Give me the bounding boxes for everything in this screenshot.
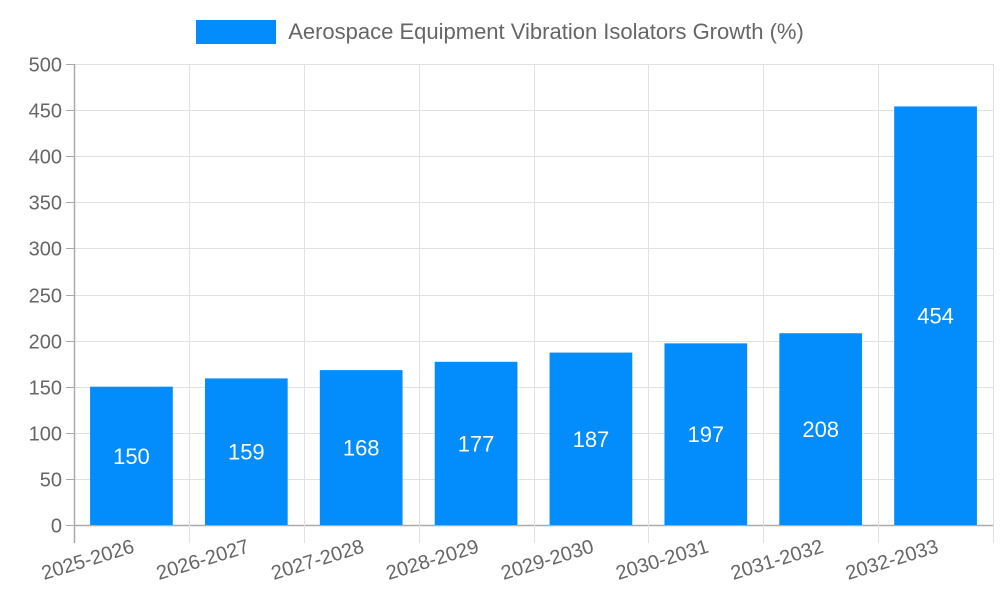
bars: 150 159 168 177 187 197 208 454 (90, 106, 977, 526)
y-tick-label: 450 (29, 101, 62, 123)
y-tick-label: 0 (51, 516, 62, 538)
x-tick-label: 2029-2030 (498, 536, 596, 585)
bar-value-label: 208 (802, 417, 839, 442)
y-tick-label: 100 (29, 424, 62, 446)
y-tick-label: 200 (29, 332, 62, 354)
bar-value-label: 187 (573, 427, 610, 452)
y-tick-label: 300 (29, 239, 62, 261)
x-axis-labels: 2025-2026 2026-2027 2027-2028 2028-2029 2029… (39, 536, 941, 585)
y-tick-label: 350 (29, 193, 62, 215)
grid: 0 50 100 150 200 250 300 350 400 450 500 (29, 55, 994, 543)
bar-value-label: 150 (113, 444, 150, 469)
legend-label: Aerospace Equipment Vibration Isolators … (288, 19, 804, 44)
bar[interactable] (664, 343, 748, 525)
bar-value-label: 197 (687, 422, 724, 447)
x-tick-label: 2025-2026 (39, 536, 137, 585)
y-tick-label: 400 (29, 147, 62, 169)
bar[interactable] (549, 352, 633, 525)
bar-value-label: 168 (343, 436, 380, 461)
bar[interactable] (90, 386, 173, 525)
x-tick-label: 2032-2033 (843, 536, 941, 585)
bar[interactable] (894, 106, 977, 526)
bar[interactable] (434, 361, 518, 525)
bar-value-label: 159 (228, 440, 265, 465)
y-tick-label: 500 (29, 55, 62, 77)
x-tick-label: 2030-2031 (613, 536, 711, 585)
x-tick-label: 2027-2028 (269, 536, 367, 585)
x-tick-label: 2031-2032 (728, 536, 826, 585)
bar-value-label: 454 (917, 304, 954, 329)
bar-value-label: 177 (458, 431, 495, 456)
y-tick-label: 50 (40, 470, 62, 492)
y-tick-label: 250 (29, 286, 62, 308)
bar[interactable] (779, 333, 863, 525)
bar[interactable] (319, 370, 403, 525)
x-tick-label: 2026-2027 (154, 536, 252, 585)
bar[interactable] (204, 378, 288, 525)
chart-legend: Aerospace Equipment Vibration Isolators … (0, 19, 1000, 45)
y-tick-label: 150 (29, 378, 62, 400)
x-tick-label: 2028-2029 (384, 536, 482, 585)
legend-swatch[interactable] (196, 20, 277, 44)
